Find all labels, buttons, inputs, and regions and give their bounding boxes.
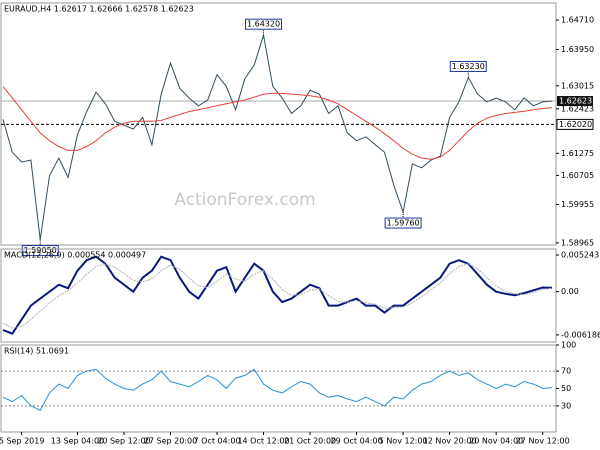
y-tick-label: 1.59955: [561, 200, 594, 209]
y-tick-label: 1.64710: [561, 16, 594, 25]
x-tick-label: 20 Sep 12:00: [97, 437, 150, 446]
y-tick-label: 1.63015: [561, 81, 594, 90]
y-tick-label: 100: [561, 341, 576, 350]
x-tick-label: 12 Nov 20:00: [423, 437, 477, 446]
annotation-label: 1.63230: [452, 62, 485, 71]
y-tick-label: 1.62423: [561, 104, 594, 113]
annotation-label: 1.59050: [24, 246, 57, 255]
x-tick-label: 21 Oct 20:00: [284, 437, 336, 446]
y-tick-label: 50: [561, 384, 571, 393]
x-tick-label: 5 Nov 12:00: [379, 437, 428, 446]
x-tick-label: 20 Nov 04:00: [469, 437, 523, 446]
panel-frame: [0, 248, 557, 343]
panel-frame: [0, 344, 557, 433]
last-price-box: [557, 96, 593, 107]
level-label: 1.62020: [559, 120, 592, 129]
x-tick-label: 27 Sep 20:00: [144, 437, 197, 446]
x-tick-label: 5 Sep 2019: [0, 437, 44, 446]
panel-title: RSI(14) 51.0691: [4, 347, 69, 356]
y-tick-label: 1.61275: [561, 149, 594, 158]
series-line: [2, 86, 553, 160]
annotation-box: [449, 60, 487, 72]
annotation-label: 1.64320: [247, 20, 280, 29]
annotation-box: [384, 217, 422, 229]
annotation-box: [245, 18, 283, 30]
y-tick-label: 0.005243: [561, 250, 599, 259]
y-tick-label: 1.63950: [561, 45, 594, 54]
series-line: [2, 255, 553, 335]
x-tick-label: 29 Oct 04:00: [331, 437, 383, 446]
watermark: ActionForex.com: [174, 190, 315, 210]
level-box: [556, 118, 594, 130]
y-tick-label: 0.00: [561, 287, 579, 296]
panel-title: MACD(12,26,9) 0.000554 0.000497: [4, 251, 146, 260]
x-tick-label: 14 Oct 12:00: [237, 437, 289, 446]
y-tick-label: 70: [561, 367, 571, 376]
annotation-label: 1.59760: [387, 219, 420, 228]
y-tick-label: -0.006186: [561, 330, 600, 339]
y-tick-label: 1.58965: [561, 238, 594, 247]
y-tick-label: 30: [561, 401, 571, 410]
last-price-label: 1.62623: [559, 97, 592, 106]
panel-title: EURAUD,H4 1.62617 1.62666 1.62578 1.6262…: [4, 5, 194, 14]
series-line: [2, 368, 553, 411]
annotation-box: [21, 245, 59, 257]
series-line: [2, 35, 553, 240]
y-tick-label: 1.60705: [561, 171, 594, 180]
x-tick-label: 13 Sep 04:00: [51, 437, 104, 446]
x-tick-label: 27 Nov 12:00: [516, 437, 570, 446]
x-tick-label: 7 Oct 04:00: [193, 437, 240, 446]
